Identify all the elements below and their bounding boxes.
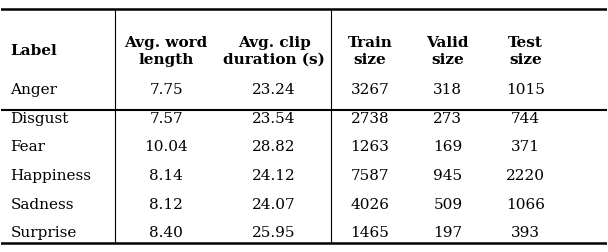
Text: 197: 197 (434, 226, 462, 240)
Text: 7587: 7587 (351, 169, 389, 183)
Text: Anger: Anger (10, 83, 57, 97)
Text: Sadness: Sadness (10, 198, 74, 211)
Text: 169: 169 (433, 140, 463, 154)
Text: 8.14: 8.14 (149, 169, 183, 183)
Text: 10.04: 10.04 (144, 140, 188, 154)
Text: 1015: 1015 (506, 83, 545, 97)
Text: 7.75: 7.75 (150, 83, 183, 97)
Text: 273: 273 (434, 112, 462, 125)
Text: Happiness: Happiness (10, 169, 91, 183)
Text: Avg. clip
duration (s): Avg. clip duration (s) (223, 36, 325, 67)
Text: Label: Label (10, 44, 57, 58)
Text: 24.12: 24.12 (252, 169, 296, 183)
Text: 28.82: 28.82 (252, 140, 295, 154)
Text: Valid
size: Valid size (427, 36, 469, 67)
Text: Surprise: Surprise (10, 226, 77, 240)
Text: Disgust: Disgust (10, 112, 69, 125)
Text: 1465: 1465 (350, 226, 389, 240)
Text: 23.24: 23.24 (252, 83, 296, 97)
Text: 24.07: 24.07 (252, 198, 296, 211)
Text: 1066: 1066 (506, 198, 545, 211)
Text: 8.40: 8.40 (149, 226, 183, 240)
Text: 2738: 2738 (351, 112, 389, 125)
Text: 23.54: 23.54 (252, 112, 295, 125)
Text: 4026: 4026 (350, 198, 389, 211)
Text: Avg. word
length: Avg. word length (125, 36, 208, 67)
Text: Fear: Fear (10, 140, 46, 154)
Text: 25.95: 25.95 (252, 226, 295, 240)
Text: 744: 744 (511, 112, 541, 125)
Text: 7.57: 7.57 (150, 112, 183, 125)
Text: 945: 945 (434, 169, 462, 183)
Text: 1263: 1263 (350, 140, 389, 154)
Text: Test
size: Test size (508, 36, 543, 67)
Text: 393: 393 (511, 226, 541, 240)
Text: Train
size: Train size (348, 36, 392, 67)
Text: 8.12: 8.12 (149, 198, 183, 211)
Text: 2220: 2220 (506, 169, 545, 183)
Text: 509: 509 (434, 198, 462, 211)
Text: 371: 371 (511, 140, 541, 154)
Text: 3267: 3267 (351, 83, 389, 97)
Text: 318: 318 (434, 83, 462, 97)
